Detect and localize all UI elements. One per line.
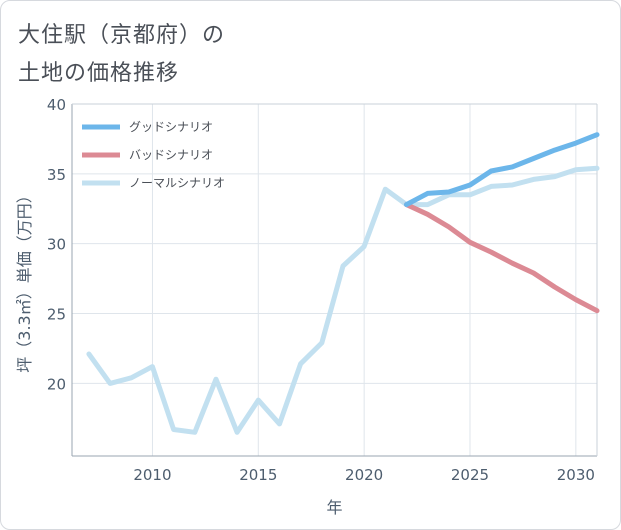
- x-tick-label-2020: 2020: [345, 466, 383, 484]
- y-tick-label-20: 20: [47, 375, 66, 393]
- series-line-3: [86, 165, 600, 435]
- x-tick-label-2015: 2015: [239, 466, 277, 484]
- legend-label-1: グッドシナリオ: [129, 120, 213, 134]
- x-tick-label-2010: 2010: [133, 466, 171, 484]
- series-line-1: [404, 132, 600, 208]
- x-tick-label-2030: 2030: [557, 466, 595, 484]
- legend-label-3: ノーマルシナリオ: [129, 176, 225, 190]
- series-line-2: [404, 202, 600, 314]
- y-tick-label-40: 40: [47, 96, 66, 114]
- chart-title-line2: 土地の価格推移: [18, 61, 180, 86]
- y-tick-label-30: 30: [47, 236, 66, 254]
- axes: [71, 103, 598, 457]
- y-tick-label-25: 25: [47, 306, 66, 324]
- x-axis-title: 年: [326, 498, 342, 517]
- y-axis-title: 坪（3.3㎡）単価（万円）: [15, 187, 34, 372]
- y-tick-label-35: 35: [47, 166, 66, 184]
- legend-label-2: バッドシナリオ: [129, 148, 213, 162]
- x-tick-label-2025: 2025: [451, 466, 489, 484]
- plot-area: [72, 104, 597, 456]
- chart-title-line1: 大住駅（京都府）の: [18, 23, 226, 48]
- data-series: [86, 132, 600, 435]
